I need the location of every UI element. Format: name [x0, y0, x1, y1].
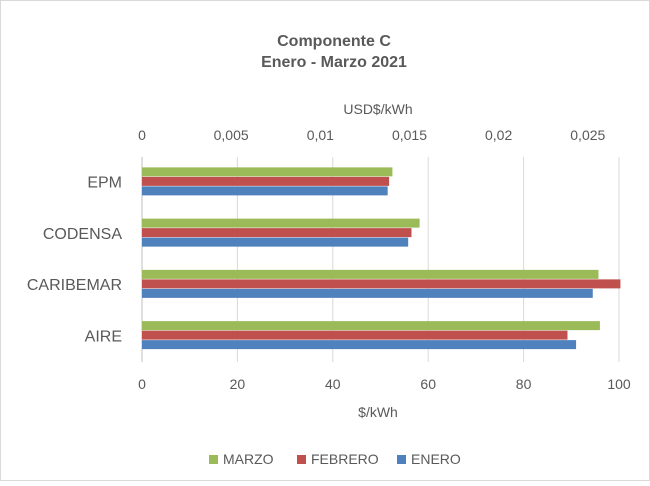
- bar-epm-enero: [142, 186, 388, 196]
- x-tick-label: 60: [420, 376, 436, 392]
- legend-label-enero: ENERO: [411, 451, 461, 467]
- bar-epm-febrero: [142, 176, 390, 186]
- x-axis-label: $/kWh: [358, 404, 398, 420]
- legend-label-marzo: MARZO: [223, 451, 274, 467]
- bar-codensa-febrero: [142, 228, 412, 238]
- legend-swatch-enero: [397, 455, 406, 464]
- x-tick-label: 40: [325, 376, 341, 392]
- bars: [142, 167, 621, 350]
- category-label: AIRE: [85, 328, 122, 345]
- secondary-x-tick-label: 0,005: [214, 127, 249, 143]
- bar-aire-enero: [142, 340, 577, 350]
- tick-labels: 0 20 40 60 80 100 0 0,005 0,01 0,015 0,02 0,025: [138, 127, 631, 392]
- x-tick-label: 0: [138, 376, 146, 392]
- secondary-x-tick-label: 0,015: [392, 127, 427, 143]
- secondary-x-tick-label: 0,01: [307, 127, 334, 143]
- secondary-x-tick-label: 0,025: [570, 127, 605, 143]
- bar-caribemar-marzo: [142, 269, 599, 279]
- bar-epm-marzo: [142, 167, 393, 177]
- legend-label-febrero: FEBRERO: [311, 451, 379, 467]
- category-label: EPM: [87, 175, 122, 192]
- bar-caribemar-enero: [142, 288, 593, 298]
- secondary-x-axis-label: USD$/kWh: [343, 101, 412, 117]
- category-labels: EPM CODENSA CARIBEMAR AIRE: [27, 175, 122, 346]
- x-tick-label: 20: [230, 376, 246, 392]
- legend-swatch-febrero: [297, 455, 306, 464]
- chart-title: Componente C: [277, 33, 391, 50]
- x-tick-label: 100: [607, 376, 631, 392]
- x-tick-label: 80: [516, 376, 532, 392]
- legend-swatch-marzo: [209, 455, 218, 464]
- secondary-x-tick-label: 0,02: [485, 127, 512, 143]
- bar-codensa-marzo: [142, 218, 420, 228]
- bar-caribemar-febrero: [142, 279, 621, 289]
- secondary-x-tick-label: 0: [138, 127, 146, 143]
- bar-aire-marzo: [142, 321, 600, 331]
- legend: MARZO FEBRERO ENERO: [209, 451, 461, 467]
- bar-codensa-enero: [142, 237, 409, 247]
- chart-subtitle: Enero - Marzo 2021: [261, 54, 407, 71]
- category-label: CARIBEMAR: [27, 277, 122, 294]
- category-label: CODENSA: [43, 226, 122, 243]
- bar-aire-febrero: [142, 330, 568, 340]
